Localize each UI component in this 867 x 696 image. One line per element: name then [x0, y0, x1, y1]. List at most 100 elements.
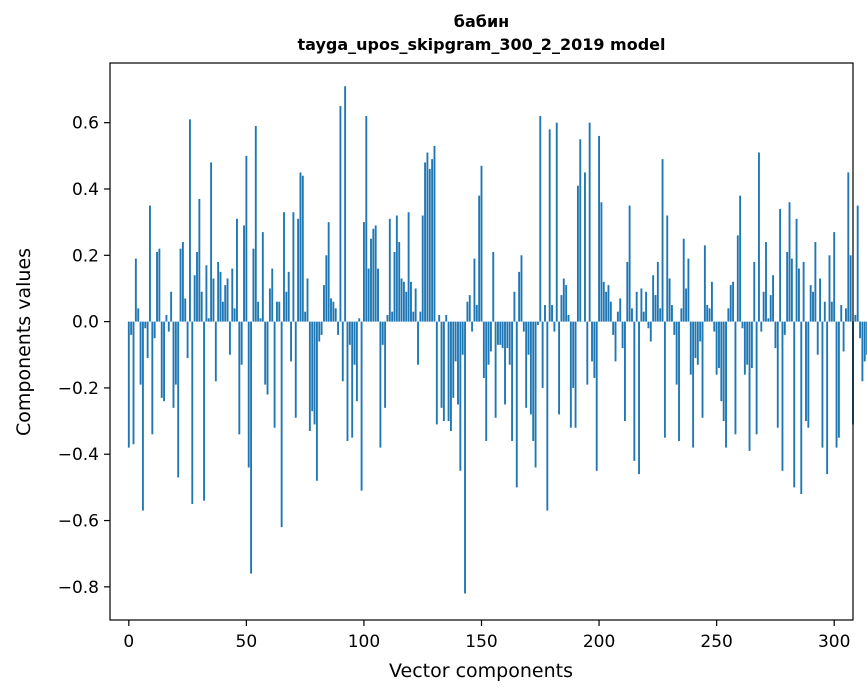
bar — [591, 321, 593, 362]
x-tick-label: 250 — [700, 632, 732, 652]
bar — [692, 321, 695, 448]
bar — [137, 308, 140, 322]
y-tick-label: −0.8 — [58, 578, 99, 598]
bar — [551, 305, 553, 322]
bar — [544, 305, 546, 322]
bar — [812, 291, 814, 322]
x-tick-label: 150 — [465, 632, 497, 652]
bar — [826, 321, 829, 475]
bar — [358, 318, 361, 322]
bar — [292, 212, 295, 322]
bar — [821, 321, 824, 448]
bar — [315, 321, 318, 481]
bar — [391, 311, 394, 322]
bar — [748, 321, 751, 451]
bar — [527, 321, 530, 355]
bar — [440, 321, 443, 408]
bar — [426, 152, 429, 322]
bar — [539, 116, 542, 322]
bar — [226, 278, 229, 322]
x-axis-label: Vector components — [389, 660, 573, 682]
bar — [635, 291, 638, 322]
bar — [741, 321, 744, 329]
bar — [306, 278, 309, 322]
bar — [485, 321, 488, 441]
bar — [327, 222, 330, 322]
bar — [842, 321, 845, 352]
bar — [400, 278, 403, 322]
bar — [494, 321, 497, 418]
bar — [370, 238, 372, 322]
bar — [395, 215, 398, 322]
bar — [478, 195, 481, 322]
bar — [337, 321, 340, 335]
bar — [541, 321, 544, 388]
bar — [518, 271, 521, 322]
bar — [645, 291, 648, 322]
bar — [520, 255, 523, 322]
bar — [666, 215, 669, 322]
bar — [713, 321, 716, 332]
bar — [224, 285, 227, 322]
bar — [332, 301, 335, 322]
bar — [661, 159, 664, 322]
bar — [146, 321, 149, 359]
bar — [189, 119, 191, 322]
bar — [151, 321, 154, 435]
bar — [308, 321, 311, 432]
bar — [405, 291, 408, 322]
bar — [421, 215, 424, 322]
x-tick-label: 200 — [583, 632, 615, 652]
bar — [297, 218, 300, 322]
bar — [830, 301, 833, 322]
bar — [847, 172, 850, 322]
bar — [715, 321, 718, 375]
bar — [198, 198, 201, 322]
bar — [447, 321, 450, 422]
bar — [576, 185, 579, 322]
bar — [158, 248, 161, 322]
bar — [598, 135, 600, 322]
bar — [153, 321, 156, 339]
bar — [132, 321, 135, 445]
bar — [833, 232, 836, 322]
bar — [793, 321, 796, 488]
bar — [762, 291, 765, 322]
bar — [186, 321, 189, 359]
bar — [243, 225, 245, 322]
bar — [696, 321, 699, 365]
bar — [372, 228, 375, 322]
bar — [694, 321, 697, 359]
bar — [609, 301, 612, 322]
bar — [210, 162, 213, 322]
bar — [513, 291, 516, 322]
bar — [837, 321, 840, 438]
bar — [614, 321, 617, 362]
chart-subtitle: tayga_upos_skipgram_300_2_2019 model — [297, 35, 666, 54]
bar — [330, 298, 332, 322]
bar — [468, 295, 471, 322]
bar — [381, 321, 384, 345]
bar — [656, 261, 659, 322]
bar — [221, 301, 224, 322]
bar — [565, 285, 568, 322]
bar — [294, 321, 297, 418]
bar — [219, 271, 222, 322]
bar — [141, 321, 144, 511]
bar — [247, 321, 250, 468]
bar — [720, 321, 723, 402]
bar — [245, 155, 248, 322]
bar — [781, 321, 784, 471]
bar — [854, 314, 857, 322]
bar — [311, 321, 314, 412]
bar — [786, 251, 789, 322]
bar — [562, 278, 565, 322]
bar — [678, 321, 680, 441]
bar — [254, 125, 257, 322]
bar — [431, 159, 434, 322]
bar — [459, 321, 462, 471]
bar — [647, 321, 650, 329]
bar — [584, 172, 586, 322]
bar — [569, 321, 572, 428]
